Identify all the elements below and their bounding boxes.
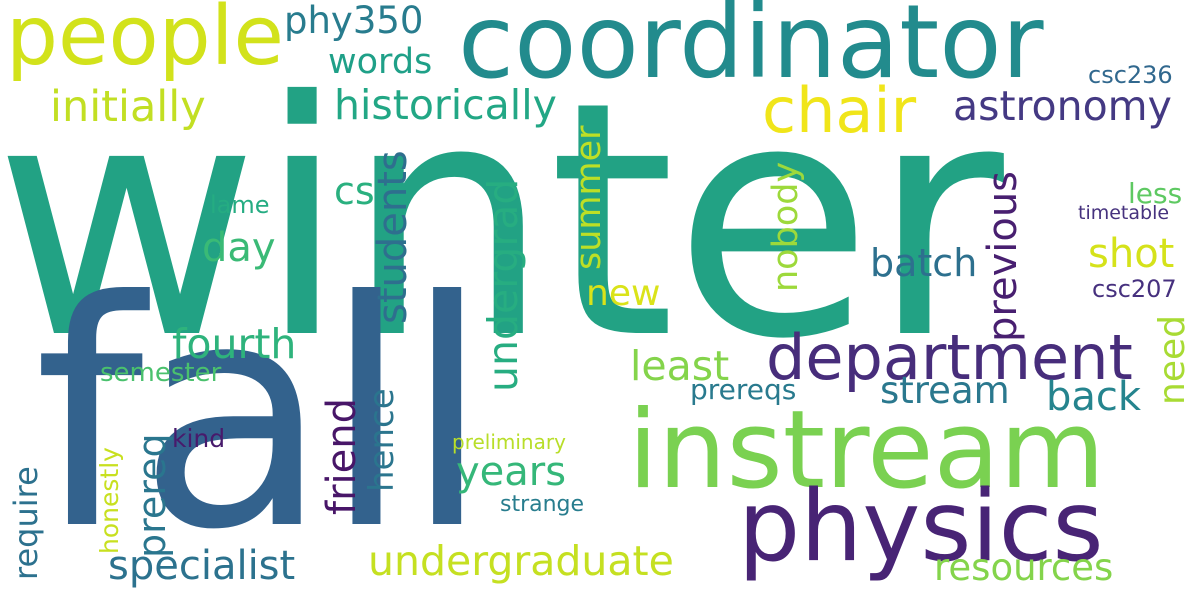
word-timetable: timetable [1078,202,1170,224]
word-semester: semester [100,358,222,388]
word-hence: hence [362,388,402,492]
word-students: students [370,150,416,324]
word-phy350: phy350 [284,0,424,42]
word-instream: instream [628,388,1105,513]
word-previous: previous [980,170,1026,342]
word-cs: cs [334,169,375,213]
word-prereq: prereq [130,433,174,558]
word-words: words [328,42,433,82]
word-undergraduate: undergraduate [368,537,674,585]
word-nobody: nobody [766,161,806,292]
word-people: people [6,0,284,84]
word-csc207: csc207 [1092,275,1177,303]
word-shot: shot [1088,231,1175,277]
word-fall: fall [34,234,490,598]
word-fourth: fourth [172,320,297,368]
word-prereqs: prereqs [690,373,797,406]
word-stream: stream [880,369,1010,412]
word-department: department [766,321,1133,394]
word-honestly: honestly [95,447,124,554]
word-batch: batch [870,241,978,285]
word-least: least [630,342,730,390]
word-require: require [7,466,45,580]
word-undergrad: undergrad [479,178,527,392]
word-specialist: specialist [108,543,296,589]
word-less: less [1128,177,1183,210]
word-csc236: csc236 [1088,61,1173,89]
word-physics: physics [738,470,1104,584]
word-resources: resources [934,546,1114,589]
word-need: need [1152,315,1193,405]
word-summer: summer [569,125,609,270]
word-years: years [456,449,567,495]
word-back: back [1046,374,1142,420]
word-historically: historically [334,81,557,129]
word-friend: friend [319,398,365,515]
word-astronomy: astronomy [953,82,1172,130]
word-winter: winter [0,33,1004,410]
word-preliminary: preliminary [452,430,566,454]
word-strange: strange [500,492,585,517]
word-chair: chair [762,74,917,147]
word-initially: initially [50,82,206,132]
word-new: new [586,273,661,314]
word-day: day [202,225,276,271]
word-coordinator: coordinator [458,0,1044,102]
word-kind: kind [172,424,226,453]
word-lame: lame [210,191,270,219]
